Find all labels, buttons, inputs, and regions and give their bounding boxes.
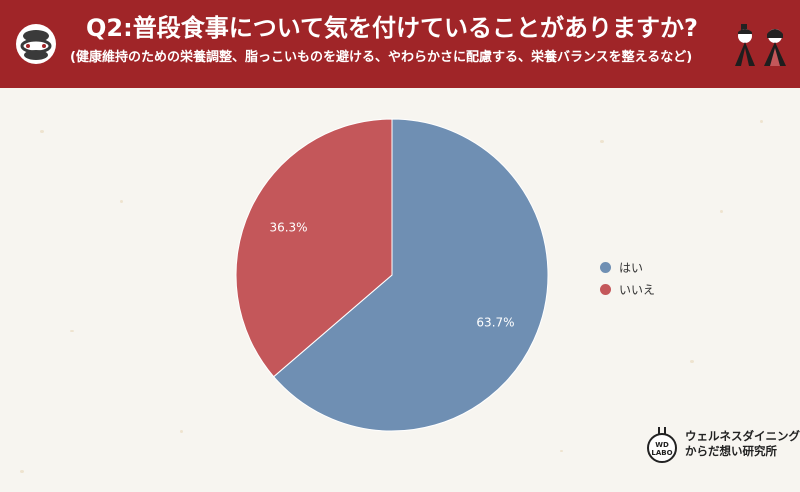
pie-labels: 63.7% 36.3% bbox=[269, 220, 514, 329]
brand-logo: WD LABO ウェルネスダイニング からだ想い研究所 bbox=[645, 424, 800, 464]
header-banner: Q2:普段食事について気を付けていることがありますか? (健康維持のための栄養調… bbox=[0, 0, 800, 88]
pie-label-hai: 63.7% bbox=[476, 316, 514, 330]
legend-label-hai: はい bbox=[619, 260, 644, 275]
brand-line1: ウェルネスダイニング bbox=[685, 429, 800, 443]
pie-slices bbox=[235, 118, 549, 432]
shimenawa-icon bbox=[14, 22, 58, 70]
brand-logo-icon: WD LABO bbox=[647, 427, 677, 463]
pie-slice-iie bbox=[235, 118, 393, 378]
brand-line2: からだ想い研究所 bbox=[685, 444, 777, 458]
legend-swatch-hai bbox=[600, 261, 611, 273]
chart-legend: はい いいえ bbox=[600, 256, 655, 300]
pie-label-iie: 36.3% bbox=[269, 220, 307, 234]
legend-label-iie: いいえ bbox=[619, 282, 656, 297]
page-subtitle: (健康維持のための栄養調整、脂っこいものを避ける、やわらかさに配慮する、栄養バラ… bbox=[70, 50, 693, 65]
legend-item-hai: はい bbox=[600, 256, 655, 278]
legend-item-iie: いいえ bbox=[600, 278, 655, 300]
hina-dolls-icon bbox=[733, 22, 789, 70]
page-title: Q2:普段食事について気を付けていることがありますか? bbox=[86, 14, 698, 42]
legend-swatch-iie bbox=[600, 283, 611, 295]
brand-name: ウェルネスダイニング からだ想い研究所 bbox=[685, 429, 800, 459]
svg-text:WD: WD bbox=[655, 441, 669, 449]
pie-chart: 63.7% 36.3% bbox=[235, 118, 549, 432]
pie-slice-hai bbox=[272, 118, 549, 432]
svg-text:LABO: LABO bbox=[651, 449, 672, 457]
